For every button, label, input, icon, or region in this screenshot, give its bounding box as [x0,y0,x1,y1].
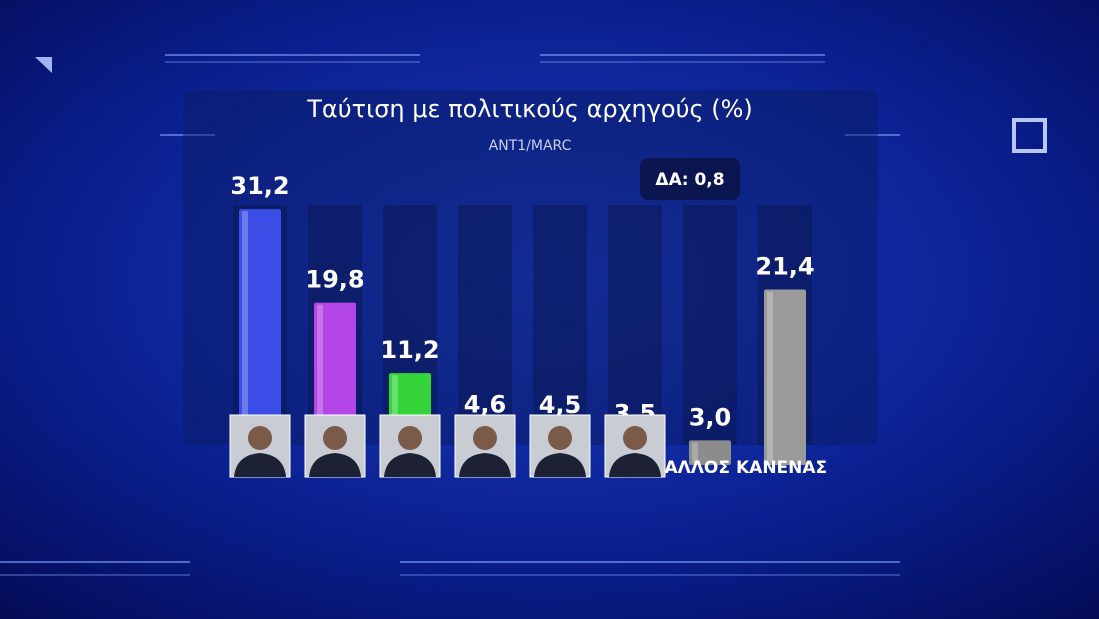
value-label: 11,2 [380,336,439,364]
x-tick-label: ΚΑΝΕΝΑΣ [736,458,827,478]
decor-lines [0,54,900,576]
value-label: 19,8 [305,266,364,294]
bar-track [608,205,662,445]
value-label: 31,2 [230,172,289,200]
portrait-head [623,426,647,450]
value-label: 4,5 [539,391,582,419]
annotation: ΔΑ: 0,8 [655,170,724,190]
chart-title: Ταύτιση με πολιτικούς αρχηγούς (%) [306,95,752,123]
bar [689,440,731,465]
bar [239,209,281,465]
chart-subtitle: ANT1/MARC [489,138,572,154]
portrait-head [473,426,497,450]
value-label: 21,4 [755,253,814,281]
bar-track [458,205,512,445]
corner-mark [35,57,52,73]
bar [764,289,806,465]
portrait-head [248,426,272,450]
bar-shine [767,291,773,463]
annotation-box [640,158,740,200]
portrait-body [534,453,586,477]
value-label: 4,6 [464,390,507,418]
portrait-body [459,453,511,477]
portrait-body [309,453,361,477]
portrait-body [384,453,436,477]
value-label: 3,0 [689,403,732,431]
portrait-head [323,426,347,450]
bar-shine [242,211,248,463]
bar-track [533,205,587,445]
portrait-body [609,453,661,477]
bar-track [683,205,737,445]
portrait-head [548,426,572,450]
portrait-head [398,426,422,450]
bar-shine [317,304,323,463]
bar-shine [692,442,698,463]
x-tick-label: ΑΛΛΟΣ [664,458,730,478]
portrait-body [234,453,286,477]
square-icon [1012,118,1047,153]
